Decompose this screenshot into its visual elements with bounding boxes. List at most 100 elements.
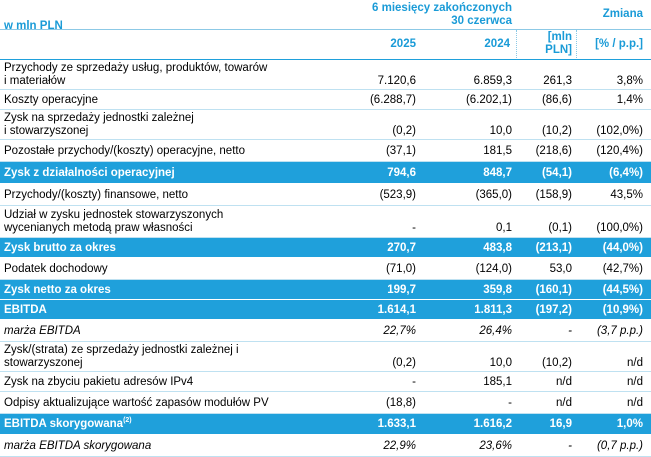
row-label: Zysk na sprzedaży jednostki zależnej i st… (4, 112, 334, 138)
value-2024: 359,8 (483, 283, 512, 296)
row-label-line1: Zysk na sprzedaży jednostki zależnej (4, 112, 194, 124)
unit-label: w mln PLN (4, 20, 63, 32)
change-mln-pln: n/d (556, 396, 572, 409)
change-percent: n/d (627, 356, 643, 369)
value-2024: 181,5 (483, 144, 512, 157)
change-mln-pln: 16,9 (549, 418, 572, 430)
row-label-text: Zysk z działalności operacyjnej (4, 166, 175, 179)
row-label-line1: Zysk/(strata) ze sprzedaży jednostki zal… (4, 344, 239, 356)
value-2025: (0,2) (392, 356, 416, 369)
value-2025: (0,2) (392, 124, 416, 137)
row-label-line1: Udział w zysku jednostek stowarzyszonych (4, 209, 224, 221)
row-label-text: Zysk na zbyciu pakietu adresów IPv4 (4, 375, 194, 388)
value-2025: 22,7% (383, 324, 416, 337)
value-2024: 0,1 (496, 221, 512, 234)
change-percent: (0,7 p.p.) (596, 439, 643, 452)
change-percent: 43,5% (610, 188, 643, 201)
change-mln-pln: - (568, 324, 572, 337)
value-2024: 1.811,3 (474, 303, 512, 316)
table-row: Zysk na zbyciu pakietu adresów IPv4 - 185,… (0, 372, 651, 392)
row-label-text: Przychody/(koszty) finansowe, netto (4, 188, 189, 201)
table-row: Przychody ze sprzedaży usług, produktów,… (0, 60, 651, 90)
value-2024: (124,0) (475, 262, 512, 275)
row-label: Zysk netto za okres (4, 284, 334, 297)
table-row: Odpisy aktualizujące wartość zapasów mod… (0, 392, 651, 414)
column-header-mln-pln-line2: PLN] (545, 44, 572, 56)
row-label: Przychody/(koszty) finansowe, netto (4, 189, 334, 202)
header-separator-2 (576, 30, 577, 60)
value-2024: 23,6% (479, 439, 512, 452)
header-separator-1 (516, 30, 517, 60)
change-percent: 1,0% (616, 418, 643, 430)
table-row: EBITDA 1.614,1 1.811,3 (197,2) (10,9%) (0, 300, 651, 320)
period-header-line2: 30 czerwca (451, 15, 512, 27)
change-percent: (102,0%) (596, 124, 643, 137)
table-row: Zysk/(strata) ze sprzedaży jednostki zal… (0, 342, 651, 372)
value-2024: 1.616,2 (473, 418, 512, 430)
column-header-mln-pln: [mln PLN] (520, 31, 572, 57)
change-percent: (44,5%) (602, 283, 643, 296)
change-percent: 1,4% (616, 93, 643, 106)
value-2024: 483,8 (483, 241, 512, 254)
table-row: Przychody/(koszty) finansowe, netto (523,… (0, 184, 651, 206)
value-2025: (37,1) (385, 144, 416, 157)
value-2025: 1.614,1 (377, 303, 416, 316)
change-percent: (42,7%) (602, 262, 643, 275)
change-percent: (100,0%) (596, 221, 643, 234)
table-header: w mln PLN 6 miesięcy zakończonych 30 cze… (0, 0, 651, 60)
value-2025: 22,9% (383, 439, 416, 452)
row-label-text: Podatek dochodowy (4, 262, 108, 275)
change-mln-pln: (86,6) (541, 93, 572, 106)
change-percent: (120,4%) (596, 144, 643, 157)
table-row: Koszty operacyjne (6.288,7) (6.202,1) (86,6… (0, 90, 651, 110)
value-2024: 848,7 (483, 166, 512, 179)
row-label-line2: i stowarzyszonej (4, 125, 89, 137)
header-divider (0, 29, 651, 30)
change-mln-pln: (54,1) (541, 166, 572, 179)
row-label-text: Odpisy aktualizujące wartość zapasów mod… (4, 396, 269, 409)
value-2025: 794,6 (387, 166, 416, 179)
row-label: Zysk z działalności operacyjnej (4, 167, 334, 180)
table-row: Zysk netto za okres 199,7 359,8 (160,1) (44,… (0, 280, 651, 300)
column-header-mln-pln-line1: [mln (547, 31, 572, 43)
column-header-2025: 2025 (390, 38, 416, 50)
row-label: marża EBITDA (4, 325, 334, 338)
row-label-text: Pozostałe przychody/(koszty) operacyjne,… (4, 144, 245, 157)
change-mln-pln: (197,2) (535, 303, 572, 316)
change-mln-pln: (160,1) (535, 283, 572, 296)
column-header-2024: 2024 (484, 38, 510, 50)
table-row: marża EBITDA skorygowana 22,9% 23,6% - (0,7 … (0, 435, 651, 457)
row-label: Podatek dochodowy (4, 263, 334, 276)
row-label: Zysk/(strata) ze sprzedaży jednostki zal… (4, 344, 334, 370)
change-percent: (6,4%) (609, 166, 643, 179)
change-mln-pln: 53,0 (549, 262, 572, 275)
change-mln-pln: (158,9) (535, 188, 572, 201)
change-mln-pln: (218,6) (535, 144, 572, 157)
value-2024: 26,4% (479, 324, 512, 337)
value-2025: (18,8) (385, 396, 416, 409)
period-header-line1: 6 miesięcy zakończonych (372, 2, 512, 14)
row-label-text: EBITDA skorygowana (4, 418, 124, 430)
period-header: 6 miesięcy zakończonych 30 czerwca (330, 2, 512, 28)
change-percent: n/d (627, 375, 643, 388)
value-2024: (6.202,1) (465, 93, 512, 106)
value-2025: - (412, 221, 416, 234)
table-row: Podatek dochodowy (71,0) (124,0) 53,0 (42,7%… (0, 258, 651, 280)
row-label: Zysk brutto za okres (4, 242, 334, 255)
change-header: Zmiana (602, 8, 643, 20)
value-2024: (365,0) (475, 188, 512, 201)
change-percent: 3,8% (616, 74, 643, 87)
change-percent: (10,9%) (602, 303, 643, 316)
table-row: Zysk na sprzedaży jednostki zależnej i st… (0, 110, 651, 140)
row-label-line2: i materiałów (4, 75, 66, 87)
column-header-percent: [% / p.p.] (595, 38, 643, 50)
row-label: Udział w zysku jednostek stowarzyszonych… (4, 209, 334, 235)
change-mln-pln: - (568, 439, 572, 452)
footnote-marker: (2) (123, 417, 132, 425)
change-mln-pln: (10,2) (541, 124, 572, 137)
value-2024: 6.859,3 (473, 74, 512, 87)
change-mln-pln: (10,2) (541, 356, 572, 369)
change-mln-pln: (0,1) (548, 221, 572, 234)
value-2025: 1.633,1 (377, 418, 416, 430)
change-percent: (3,7 p.p.) (596, 324, 643, 337)
